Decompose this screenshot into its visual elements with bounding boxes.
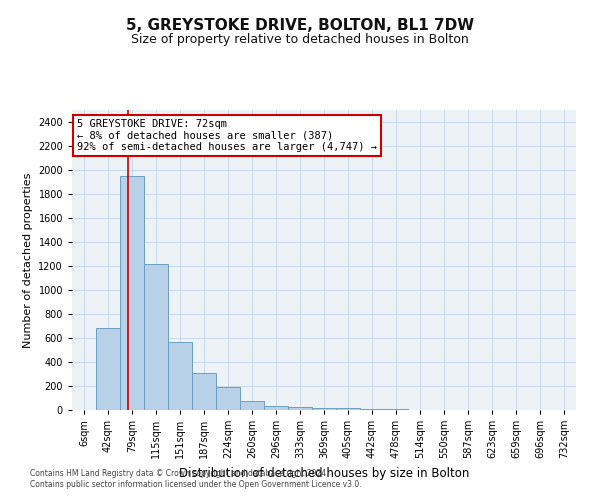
Bar <box>312 408 336 410</box>
Bar <box>192 374 216 410</box>
Bar <box>120 176 144 410</box>
Bar <box>336 408 360 410</box>
Bar <box>360 409 384 410</box>
Bar <box>384 409 408 410</box>
Bar <box>216 386 240 410</box>
Text: 5, GREYSTOKE DRIVE, BOLTON, BL1 7DW: 5, GREYSTOKE DRIVE, BOLTON, BL1 7DW <box>126 18 474 32</box>
X-axis label: Distribution of detached houses by size in Bolton: Distribution of detached houses by size … <box>179 466 469 479</box>
Y-axis label: Number of detached properties: Number of detached properties <box>23 172 32 348</box>
Text: Size of property relative to detached houses in Bolton: Size of property relative to detached ho… <box>131 32 469 46</box>
Text: 5 GREYSTOKE DRIVE: 72sqm
← 8% of detached houses are smaller (387)
92% of semi-d: 5 GREYSTOKE DRIVE: 72sqm ← 8% of detache… <box>77 119 377 152</box>
Bar <box>168 342 192 410</box>
Bar <box>144 264 168 410</box>
Text: Contains public sector information licensed under the Open Government Licence v3: Contains public sector information licen… <box>30 480 362 489</box>
Bar <box>240 401 264 410</box>
Bar <box>96 328 120 410</box>
Bar <box>264 406 288 410</box>
Bar <box>288 407 312 410</box>
Text: Contains HM Land Registry data © Crown copyright and database right 2024.: Contains HM Land Registry data © Crown c… <box>30 468 329 477</box>
